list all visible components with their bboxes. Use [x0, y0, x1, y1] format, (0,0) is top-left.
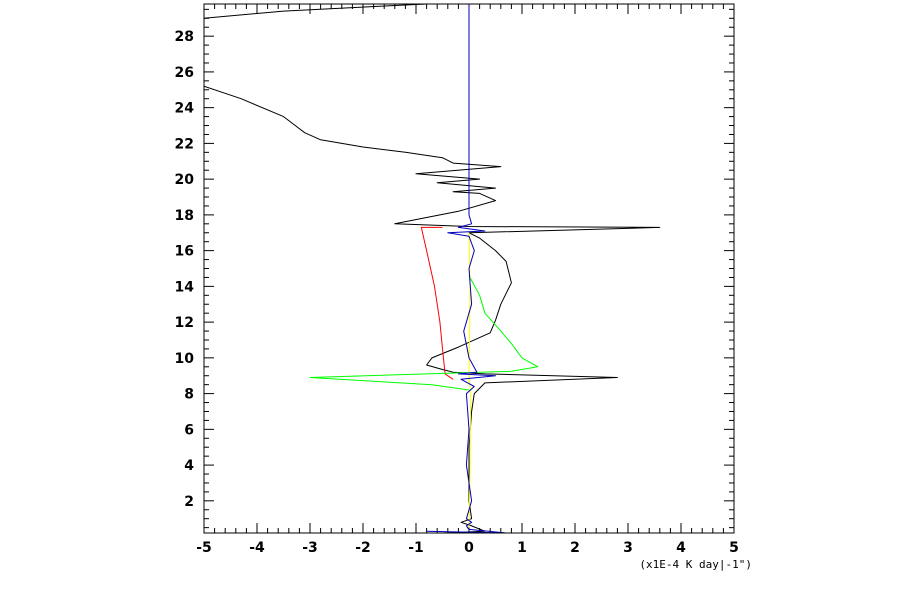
y-tick-label: 2: [184, 494, 194, 510]
x-tick-label: 2: [570, 540, 580, 556]
x-tick-label: 1: [517, 540, 527, 556]
series-line-3: [309, 275, 539, 391]
x-tick-label: -4: [249, 540, 265, 556]
y-tick-label: 8: [184, 387, 194, 403]
y-tick-label: 22: [175, 136, 194, 152]
y-tick-label: 20: [175, 172, 195, 188]
x-tick-label: -5: [196, 540, 212, 556]
y-tick-label: 14: [175, 279, 195, 295]
series-line-2: [420, 226, 454, 380]
y-tick-label: 16: [175, 244, 194, 260]
axis-ticks: [203, 4, 735, 533]
y-tick-label: 12: [175, 315, 194, 331]
y-tick-label: 24: [175, 101, 195, 117]
y-tick-label: 10: [175, 351, 195, 367]
x-tick-label: 3: [623, 540, 633, 556]
plot-frame: [203, 3, 735, 534]
x-tick-label: 4: [676, 540, 686, 556]
y-tick-label: 28: [175, 29, 194, 45]
y-tick-label: 18: [175, 208, 194, 224]
y-tick-label: 6: [184, 422, 194, 438]
x-tick-label: -3: [302, 540, 318, 556]
x-tick-label: 0: [464, 540, 474, 556]
series-line-5: [426, 4, 507, 533]
series-line-1: [204, 4, 661, 533]
x-tick-label: -1: [408, 540, 424, 556]
x-axis-unit-label: (x1E-4 K day|-1"): [639, 558, 752, 571]
x-tick-label: -2: [355, 540, 371, 556]
y-tick-label: 26: [175, 65, 194, 81]
x-tick-label: 5: [729, 540, 739, 556]
series-lines: [204, 4, 661, 533]
y-tick-label: 4: [184, 458, 194, 474]
